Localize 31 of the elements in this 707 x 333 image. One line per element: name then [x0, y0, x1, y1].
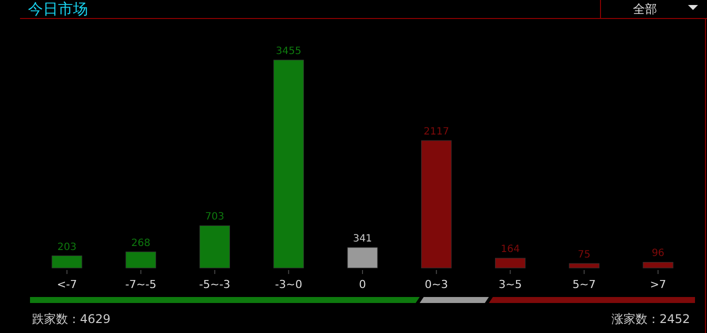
data-label: 703	[205, 212, 224, 223]
bar	[126, 252, 156, 268]
bar	[273, 60, 304, 268]
x-tick-label: 5~7	[572, 278, 596, 291]
text: 涨家数：2452	[611, 312, 690, 326]
x-tick-label: -5~-3	[199, 278, 230, 291]
x-tick-label: -7~-5	[125, 278, 156, 291]
data-label: 3455	[276, 46, 302, 57]
data-label: 164	[500, 244, 520, 256]
data-label: 341	[352, 233, 372, 244]
x-tick-label: <-7	[56, 278, 78, 291]
bar	[568, 263, 600, 268]
x-tick-label: >7	[650, 278, 666, 291]
bar	[642, 262, 674, 268]
x-tick-label: -3~0	[275, 278, 302, 291]
x-tick-label: 0	[359, 278, 366, 291]
data-label: 2117	[424, 126, 450, 138]
bar	[495, 258, 526, 268]
x-tick-label: 0~3	[424, 278, 448, 291]
bar	[199, 225, 230, 268]
text: 跌家数：4629	[32, 312, 111, 326]
x-tick-label: 3~5	[498, 278, 522, 291]
data-label: 96	[652, 248, 664, 260]
data-label: 203	[57, 242, 76, 253]
data-label: 75	[578, 249, 591, 260]
chart-title: 今日市场	[28, 0, 88, 18]
bar	[52, 256, 82, 268]
dropdown: 全部	[633, 2, 698, 16]
bar	[421, 140, 452, 268]
data-label: 268	[131, 238, 150, 249]
bar	[347, 247, 378, 268]
